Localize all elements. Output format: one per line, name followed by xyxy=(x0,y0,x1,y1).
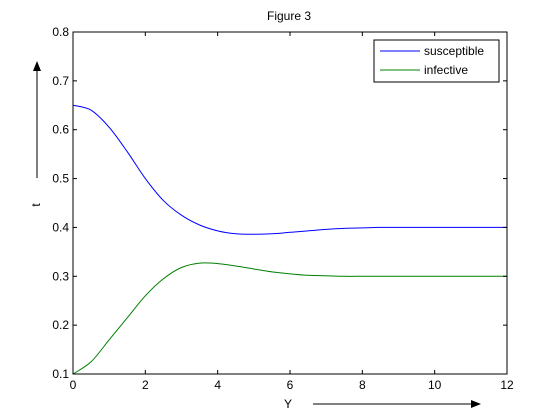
y-tick-label: 0.1 xyxy=(52,367,69,381)
x-tick-label: 0 xyxy=(70,378,77,392)
y-tick-label: 0.6 xyxy=(52,123,69,137)
y-tick-label: 0.4 xyxy=(52,220,69,234)
x-tick-label: 10 xyxy=(428,378,442,392)
x-tick-label: 6 xyxy=(287,378,294,392)
series-line-susceptible xyxy=(72,104,507,235)
x-tick-label: 8 xyxy=(359,378,366,392)
y-tick-label: 0.3 xyxy=(52,269,69,283)
x-tick-label: 2 xyxy=(142,378,149,392)
plot-frame xyxy=(72,31,508,375)
legend: susceptible infective xyxy=(373,39,500,83)
y-tick-label: 0.5 xyxy=(52,172,69,186)
chart-title: Figure 3 xyxy=(267,9,311,23)
series-line-infective xyxy=(72,262,507,375)
y-axis-label: t xyxy=(29,203,43,207)
x-tick-label: 12 xyxy=(500,378,514,392)
y-tick-label: 0.2 xyxy=(52,318,69,332)
legend-label-susceptible: susceptible xyxy=(424,44,484,58)
y-tick-label: 0.7 xyxy=(52,74,69,88)
x-tick-label: 4 xyxy=(214,378,221,392)
series-layer xyxy=(72,104,507,375)
legend-box xyxy=(373,39,500,83)
x-axis-label: Y xyxy=(284,397,292,411)
plot-area: 0 2 4 6 8 10 12 0.1 0.2 0.3 0.4 0.5 0.6 0.7 0.8 xyxy=(52,25,514,392)
legend-label-infective: infective xyxy=(424,63,468,77)
y-tick-label: 0.8 xyxy=(52,25,69,39)
ticks-layer: 0 2 4 6 8 10 12 0.1 0.2 0.3 0.4 0.5 0.6 0.7 0.8 xyxy=(52,25,514,392)
